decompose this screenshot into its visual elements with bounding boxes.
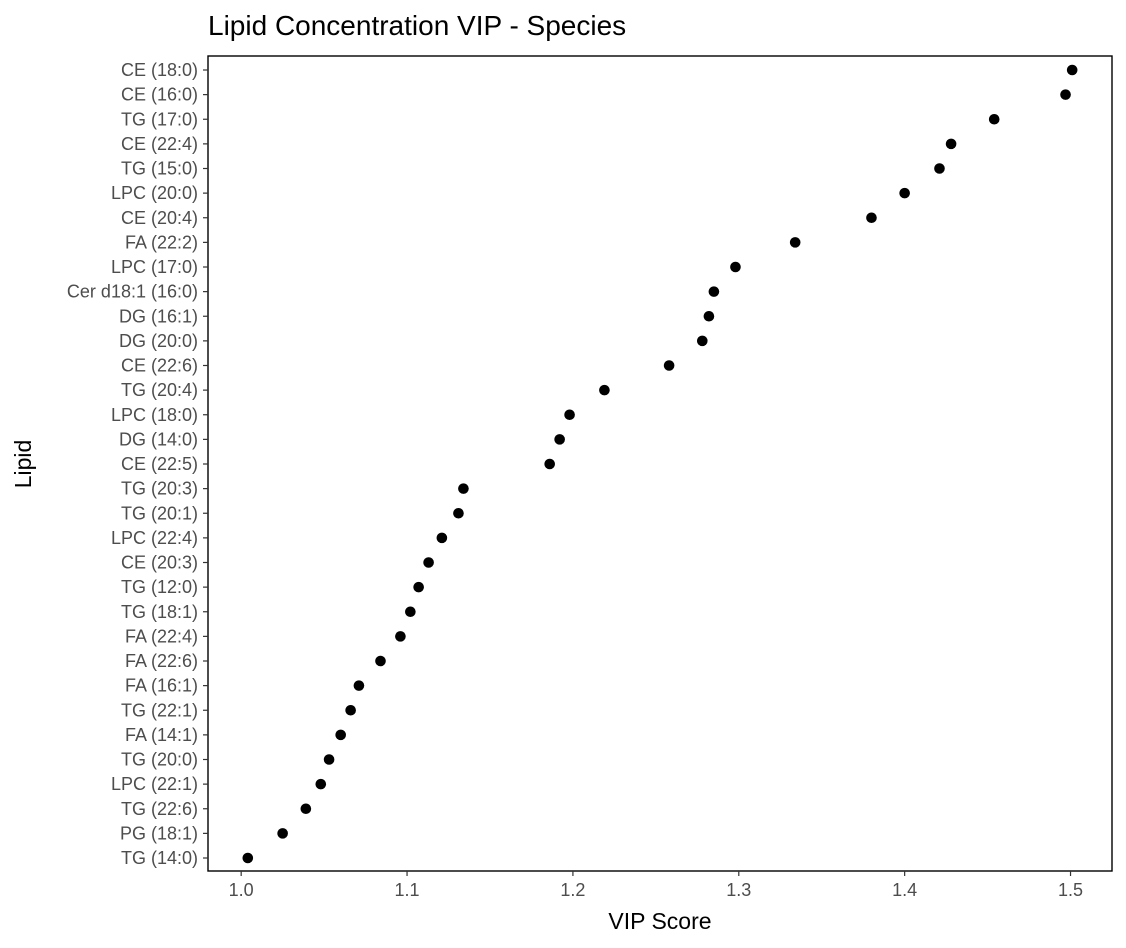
- y-tick-label: CE (22:6): [121, 356, 198, 376]
- data-point: [544, 458, 555, 470]
- y-tick-label: LPC (22:4): [111, 528, 198, 548]
- data-point: [423, 557, 434, 568]
- y-tick-label: FA (22:2): [125, 232, 198, 252]
- data-point: [663, 360, 675, 371]
- data-point: [1060, 89, 1071, 100]
- y-tick-label: LPC (18:0): [111, 405, 198, 425]
- y-tick-label: TG (12:0): [121, 577, 198, 597]
- data-point: [708, 286, 720, 297]
- data-point: [789, 237, 801, 248]
- x-tick-label: 1.0: [229, 880, 254, 900]
- y-tick-label: CE (22:4): [121, 134, 198, 154]
- x-axis-title: VIP Score: [608, 908, 711, 934]
- y-tick-label: LPC (20:0): [111, 183, 198, 203]
- y-tick-label: DG (16:1): [119, 306, 198, 326]
- y-axis: CE (18:0) CE (16:0) TG (17:0) CE (22:4) TG (…: [67, 60, 208, 868]
- data-point: [730, 261, 741, 273]
- data-point: [315, 778, 327, 790]
- data-point: [458, 483, 469, 494]
- y-tick-label: TG (22:6): [121, 799, 198, 819]
- data-point: [436, 532, 448, 544]
- y-tick-label: Cer d18:1 (16:0): [67, 282, 198, 302]
- y-tick-label: CE (20:4): [121, 208, 198, 228]
- data-points: [242, 64, 1078, 864]
- y-tick-label: DG (20:0): [119, 331, 198, 351]
- chart-title: Lipid Concentration VIP - Species: [208, 10, 626, 41]
- data-point: [945, 138, 957, 150]
- data-point: [413, 581, 424, 593]
- data-point: [395, 631, 406, 642]
- x-tick-label: 1.4: [892, 880, 917, 900]
- x-tick-label: 1.3: [726, 880, 751, 900]
- data-point: [599, 384, 610, 396]
- x-tick-label: 1.5: [1058, 880, 1083, 900]
- y-tick-label: CE (18:0): [121, 60, 198, 80]
- data-point: [988, 113, 1000, 125]
- data-point: [405, 606, 416, 618]
- data-point: [866, 212, 877, 224]
- y-tick-label: TG (22:1): [121, 700, 198, 720]
- x-tick-label: 1.2: [560, 880, 585, 900]
- y-tick-label: LPC (17:0): [111, 257, 198, 277]
- data-point: [300, 803, 312, 815]
- y-tick-label: TG (20:1): [121, 503, 198, 523]
- y-tick-label: TG (18:1): [121, 602, 198, 622]
- data-point: [277, 828, 288, 839]
- y-tick-label: CE (16:0): [121, 85, 198, 105]
- y-tick-label: TG (14:0): [121, 848, 198, 868]
- data-point: [696, 335, 708, 347]
- data-point: [453, 507, 464, 519]
- y-tick-label: FA (14:1): [125, 725, 198, 745]
- y-tick-label: TG (20:3): [121, 479, 198, 499]
- data-point: [899, 187, 910, 199]
- plot-panel: [207, 55, 1113, 872]
- y-tick-label: TG (17:0): [121, 109, 198, 129]
- data-point: [345, 704, 356, 716]
- y-tick-label: LPC (22:1): [111, 774, 198, 794]
- y-tick-label: TG (20:4): [121, 380, 198, 400]
- y-tick-label: CE (20:3): [121, 553, 198, 573]
- y-tick-label: CE (22:5): [121, 454, 198, 474]
- data-point: [564, 409, 575, 421]
- y-tick-label: FA (16:1): [125, 676, 198, 696]
- data-point: [323, 754, 335, 765]
- data-point: [335, 729, 346, 741]
- data-point: [353, 680, 365, 691]
- data-point: [375, 655, 386, 667]
- data-point: [242, 852, 254, 864]
- x-tick-label: 1.1: [395, 880, 420, 900]
- x-axis: 1.0 1.1 1.2 1.3 1.4 1.5: [229, 871, 1083, 900]
- y-tick-label: TG (20:0): [121, 750, 198, 770]
- data-point: [703, 310, 715, 322]
- y-tick-label: FA (22:4): [125, 626, 198, 646]
- y-tick-label: DG (14:0): [119, 429, 198, 449]
- y-tick-label: TG (15:0): [121, 159, 198, 179]
- data-point: [554, 434, 565, 445]
- y-tick-label: FA (22:6): [125, 651, 198, 671]
- y-axis-title: Lipid: [10, 440, 36, 489]
- data-point: [934, 163, 945, 174]
- y-tick-label: PG (18:1): [120, 823, 198, 843]
- data-point: [1066, 64, 1078, 76]
